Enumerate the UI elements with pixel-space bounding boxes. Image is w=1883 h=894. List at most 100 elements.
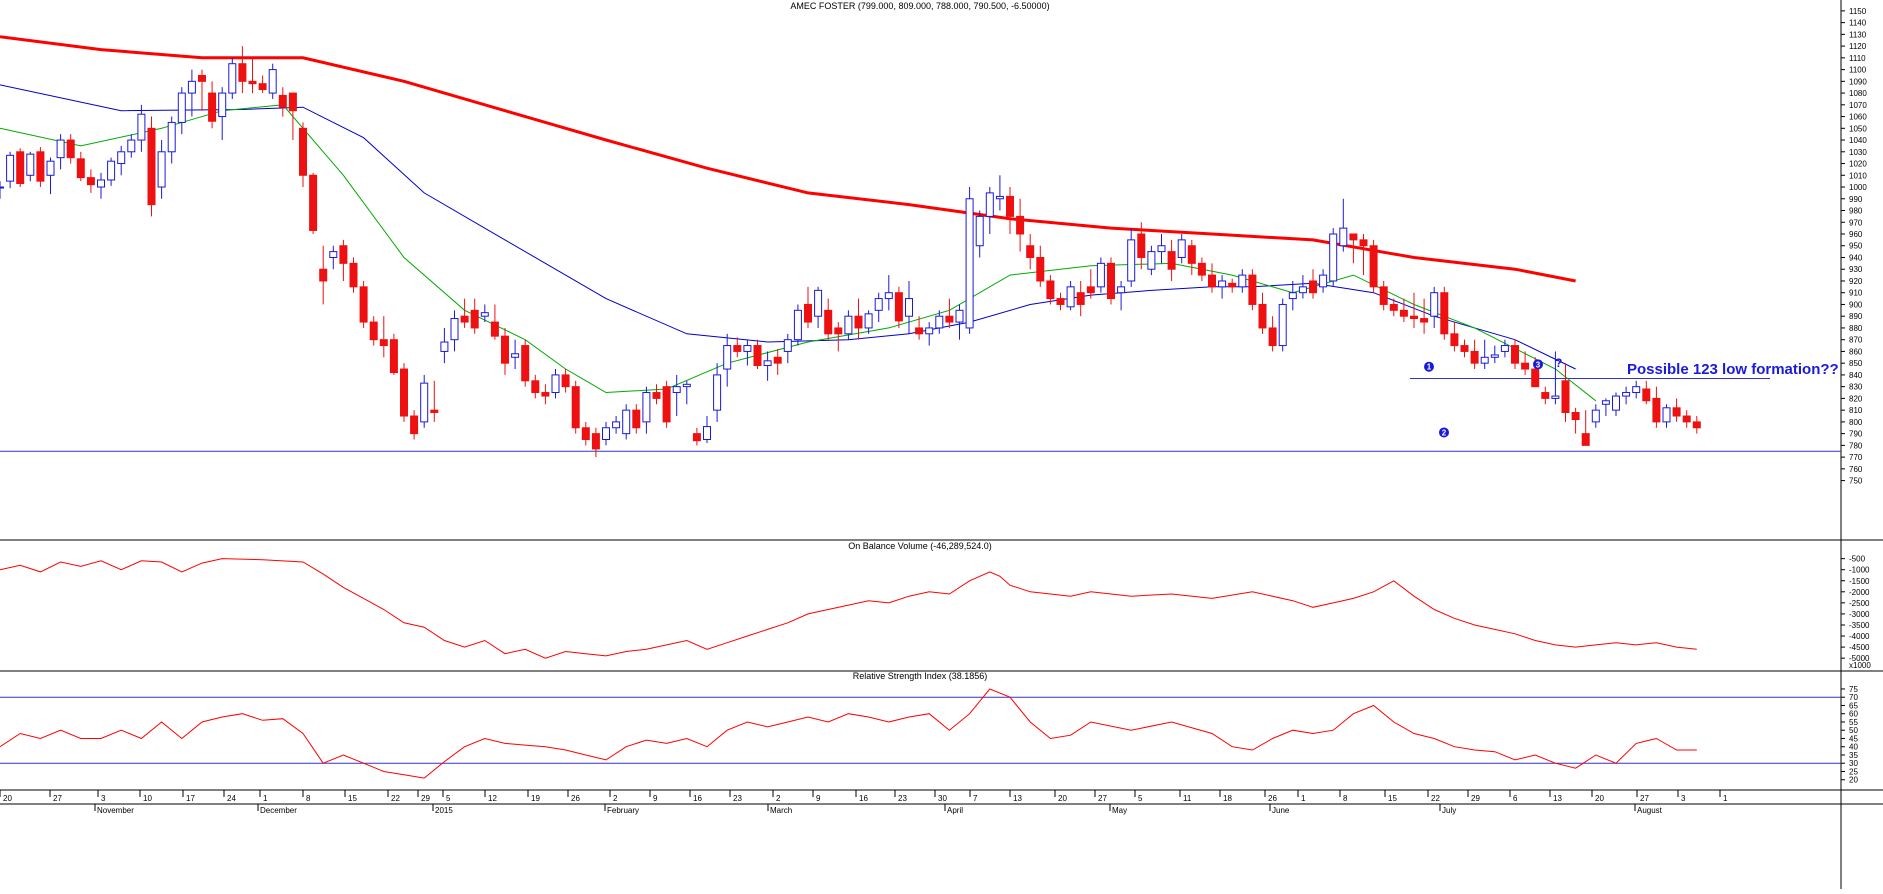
candle-body [339,245,348,264]
candle-body [1056,298,1065,305]
candle [1278,298,1287,352]
candle [642,386,651,434]
candle [1268,316,1277,352]
candle [1470,339,1479,370]
price-tick-label: 980 [1849,207,1863,216]
price-tick-label: 1060 [1849,113,1867,122]
candle-body [804,303,812,323]
candle [824,298,833,340]
candle [1450,322,1459,352]
candle-body [420,382,429,423]
candle [1571,407,1580,434]
count-marker-dot [1439,427,1449,438]
candle-body [359,286,368,323]
rsi-tick-label: 60 [1849,710,1858,719]
candle [1076,280,1085,317]
candle [763,351,772,381]
candle-body [925,327,934,335]
day-tick-label: 3 [101,794,106,803]
day-tick-label: 3 [1681,794,1686,803]
price-tick-label: 790 [1849,430,1863,439]
candle-body [1551,395,1560,399]
obv-tick-label: -500 [1849,555,1866,564]
candle-body [905,298,913,317]
candle [1096,257,1105,293]
obv-multiplier-label: x1000 [1849,661,1871,670]
candle-body [1127,239,1136,282]
candle [238,46,247,94]
candle-body [430,409,439,413]
candle [793,304,802,346]
candle [1056,292,1065,311]
candle-body [127,139,136,153]
price-tick-label: 1110 [1849,54,1866,63]
candle [420,374,429,428]
candle [1460,339,1469,358]
price-tick-label: 940 [1849,253,1863,262]
candle [844,310,853,340]
candle [814,286,823,328]
candle [1430,286,1439,328]
candle-body [854,315,863,329]
day-tick-label: 27 [53,794,62,803]
price-tick-label: 850 [1849,359,1863,368]
candle [56,134,65,170]
candle-body [793,309,802,341]
candle-body [460,315,469,323]
candle-body [1006,195,1014,217]
day-tick-label: 26 [1268,794,1277,803]
candle [1410,292,1418,328]
candle-body [1369,245,1378,288]
rsi-panel-title: Relative Strength Index (38.1856) [853,671,988,681]
candle [288,92,297,141]
candle-body [228,63,237,94]
candle [309,172,318,234]
day-tick-label: 16 [693,794,702,803]
price-tick-label: 1030 [1849,148,1867,157]
candle [1369,239,1378,293]
candle-body [723,345,732,370]
candle [76,151,85,182]
day-tick-label: 18 [1223,794,1232,803]
candle-body [1379,286,1388,305]
candle [1248,269,1257,311]
candle [1086,269,1095,299]
candle [995,175,1004,211]
candle [1551,351,1560,405]
month-tick-label: 2015 [435,806,453,815]
candle-body [480,312,489,317]
candle-body [6,154,15,182]
candle [400,363,408,422]
candle [551,369,560,399]
candle-body [1642,388,1651,402]
candle-body [1197,262,1206,276]
rsi-tick-label: 25 [1849,767,1858,776]
candle [1652,386,1661,428]
candle [1682,410,1691,428]
rsi-tick-label: 35 [1849,751,1858,760]
obv-tick-label: -1000 [1849,566,1870,575]
candle-body [309,174,318,231]
candle-body [591,433,600,450]
candle-body [1208,274,1216,288]
candle-body [955,309,964,323]
candle-body [1591,409,1600,423]
day-tick-label: 2 [613,794,618,803]
candle [1238,269,1247,293]
count-marker-label: 2 [1442,428,1447,437]
candle-body [278,94,287,108]
candle [1672,398,1681,422]
candle [915,316,924,340]
candle [248,57,257,94]
candle-body [1601,400,1610,405]
candle [1046,275,1055,305]
candle [1379,280,1388,311]
candle-body [551,374,560,394]
candle-body [1086,286,1095,294]
candle [470,298,479,334]
price-tick-label: 1120 [1849,42,1867,51]
candle-body [268,69,277,94]
candle-body [1622,392,1631,397]
candle-body [157,151,166,188]
price-tick-label: 1150 [1849,7,1867,16]
